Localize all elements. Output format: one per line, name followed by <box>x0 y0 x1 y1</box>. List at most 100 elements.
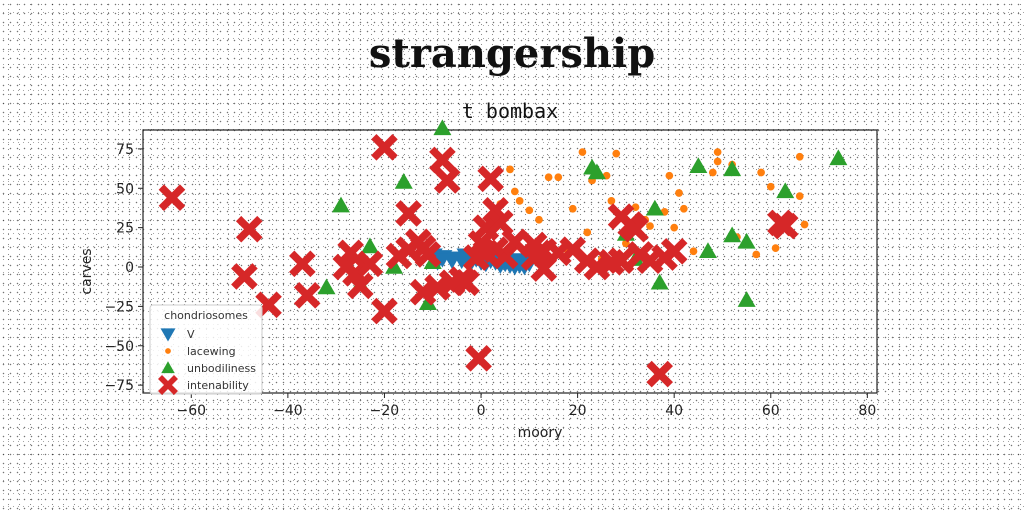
scatter-marks <box>158 119 848 388</box>
y-axis-label: carves <box>79 248 95 294</box>
data-point <box>665 171 674 180</box>
data-point <box>795 152 804 161</box>
data-point <box>583 228 592 237</box>
data-point <box>568 204 577 213</box>
data-point <box>675 189 683 197</box>
data-point <box>795 192 804 200</box>
data-point <box>433 119 452 136</box>
legend-title: chondriosomes <box>164 309 248 322</box>
legend-label: unbodiliness <box>187 362 256 375</box>
data-point <box>554 173 563 182</box>
x-tick-label: 0 <box>477 403 486 419</box>
data-point <box>501 228 529 256</box>
y-tick-label: 75 <box>116 142 134 158</box>
data-point <box>453 269 480 297</box>
data-point <box>612 149 621 158</box>
chart-title: t bombax <box>462 99 558 123</box>
data-point <box>646 222 654 230</box>
data-point <box>713 148 722 156</box>
data-point <box>622 215 649 243</box>
x-tick-label: 40 <box>665 403 683 419</box>
axis-ticks: −60 −40 −20 0 20 40 60 80 −75 −50 −25 0 25 50 75 <box>104 142 876 419</box>
data-point <box>766 182 775 191</box>
data-point <box>646 360 674 388</box>
data-point <box>829 149 848 166</box>
x-tick-label: 60 <box>762 403 780 419</box>
legend-box <box>149 304 263 395</box>
data-point <box>360 237 379 254</box>
data-point <box>515 197 524 205</box>
legend-marker <box>158 375 178 395</box>
x-tick-label: 80 <box>858 403 876 419</box>
data-point <box>578 148 587 156</box>
plot-area <box>142 129 878 394</box>
data-point <box>698 242 717 259</box>
data-point <box>414 241 442 268</box>
figure-supertitle: strangership <box>368 30 656 77</box>
data-point <box>429 146 456 174</box>
data-point <box>465 345 492 372</box>
data-point <box>776 182 795 199</box>
y-tick-label: −75 <box>104 378 134 394</box>
data-point <box>645 199 664 216</box>
data-point <box>289 250 316 278</box>
legend-label: lacewing <box>187 345 236 358</box>
series-intenability <box>158 134 799 388</box>
data-point <box>771 212 799 240</box>
data-point <box>708 168 717 177</box>
data-point <box>535 215 543 224</box>
data-point <box>371 134 398 161</box>
data-point <box>317 278 336 295</box>
data-point <box>235 215 263 243</box>
y-tick-label: −50 <box>104 339 134 355</box>
data-point <box>487 209 514 237</box>
data-point <box>356 250 384 278</box>
data-point <box>771 244 780 252</box>
data-point <box>587 163 606 180</box>
data-point <box>371 297 398 325</box>
data-point <box>713 157 722 166</box>
data-point <box>737 291 756 307</box>
y-tick-label: 0 <box>125 260 134 276</box>
y-tick-label: −25 <box>104 299 134 315</box>
data-point <box>293 282 321 309</box>
data-point <box>800 220 809 229</box>
data-point <box>510 187 519 196</box>
data-point <box>477 165 504 193</box>
x-tick-label: −40 <box>273 403 303 419</box>
data-point <box>409 278 437 306</box>
data-point <box>525 206 534 215</box>
data-point <box>723 160 742 177</box>
x-tick-label: −20 <box>370 403 400 419</box>
data-point <box>689 247 698 256</box>
data-point <box>506 165 514 174</box>
data-point <box>689 157 708 173</box>
data-point <box>670 223 679 232</box>
x-tick-label: 20 <box>569 403 587 419</box>
data-point <box>394 172 413 189</box>
data-point <box>346 272 374 300</box>
legend-marker <box>161 361 175 374</box>
data-point <box>231 263 258 290</box>
plot-frame <box>142 129 878 394</box>
data-point <box>158 184 186 212</box>
data-point <box>607 247 635 275</box>
data-point <box>752 250 761 259</box>
data-point <box>607 197 616 205</box>
data-point <box>723 226 742 243</box>
data-point <box>650 273 669 290</box>
data-point <box>660 237 688 265</box>
x-tick-label: −60 <box>177 403 207 419</box>
y-tick-label: 50 <box>116 181 134 197</box>
data-point <box>679 204 688 213</box>
legend-label: V <box>187 328 195 341</box>
x-axis-label: moory <box>518 425 563 441</box>
y-tick-label: 25 <box>116 221 134 237</box>
data-point <box>433 167 461 194</box>
data-point <box>544 173 553 182</box>
legend-marker <box>165 348 171 354</box>
data-point <box>255 291 282 319</box>
data-point <box>737 232 756 249</box>
legend-marker <box>160 328 176 342</box>
